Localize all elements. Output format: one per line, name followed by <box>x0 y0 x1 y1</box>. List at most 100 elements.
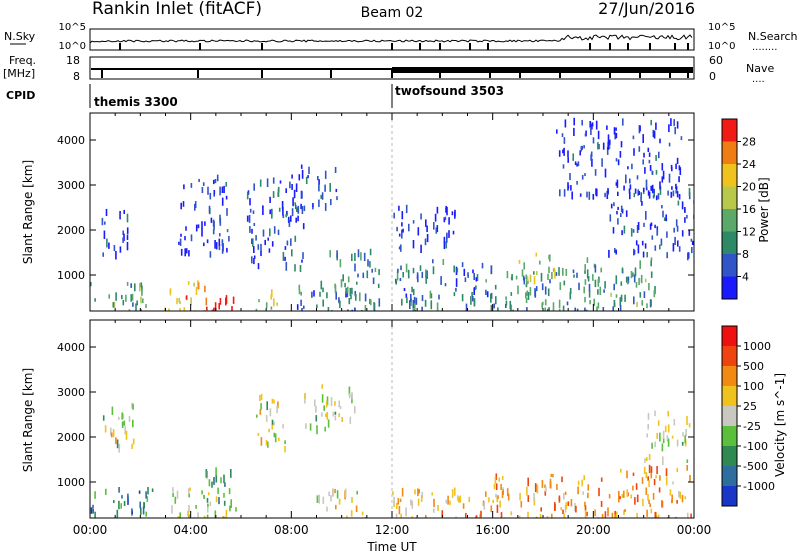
scatter-cell <box>296 207 298 212</box>
scatter-cell <box>401 487 404 497</box>
colorbar-tick-label: -100 <box>743 440 768 453</box>
scatter-cell <box>320 280 323 290</box>
scatter-cell <box>633 192 636 198</box>
scatter-cell <box>578 282 580 291</box>
scatter-cell <box>262 229 265 237</box>
scatter-cell <box>659 186 662 195</box>
scatter-cell <box>615 127 617 131</box>
scatter-cell <box>266 178 269 187</box>
scatter-cell <box>349 416 352 425</box>
velocity-ylabel: Slant Range [km] <box>21 368 35 472</box>
scatter-cell <box>304 393 306 399</box>
scatter-cell <box>572 153 574 161</box>
scatter-cell <box>671 167 673 172</box>
date-label: 27/Jun/2016 <box>598 0 695 18</box>
scatter-cell <box>555 272 558 276</box>
scatter-cell <box>589 300 591 305</box>
scatter-cell <box>569 291 572 300</box>
scatter-cell <box>476 274 479 281</box>
scatter-cell <box>654 245 657 251</box>
scatter-cell <box>526 276 529 282</box>
scatter-cell <box>179 512 181 518</box>
scatter-cell <box>431 492 433 496</box>
scatter-cell <box>400 513 402 518</box>
colorbar-tick-label: 1000 <box>743 340 771 353</box>
scatter-cell <box>202 182 205 186</box>
scatter-cell <box>480 510 482 518</box>
scatter-cell <box>421 491 424 499</box>
scatter-cell <box>357 273 359 278</box>
scatter-cell <box>189 487 191 491</box>
scatter-cell <box>424 238 427 246</box>
scatter-cell <box>554 502 556 511</box>
scatter-cell <box>140 296 142 304</box>
colorbar-frame <box>721 325 738 507</box>
scatter-cell <box>101 217 104 226</box>
scatter-cell <box>633 148 635 156</box>
scatter-cell <box>682 432 684 437</box>
scatter-cell <box>654 224 656 229</box>
scatter-cell <box>675 516 677 518</box>
nsky-trace <box>89 34 693 50</box>
scatter-cell <box>627 166 629 170</box>
scatter-cell <box>666 435 669 441</box>
scatter-cell <box>594 264 597 273</box>
scatter-cell <box>562 509 564 515</box>
scatter-cell <box>298 284 301 291</box>
scatter-cell <box>282 214 285 218</box>
scatter-cell <box>642 159 644 165</box>
scatter-cell <box>653 290 656 298</box>
scatter-cell <box>172 492 174 497</box>
scatter-cell <box>213 193 215 197</box>
scatter-cell <box>612 227 615 234</box>
scatter-cell <box>483 501 486 510</box>
scatter-cell <box>493 483 496 490</box>
scatter-cell <box>402 272 404 278</box>
scatter-cell <box>140 282 143 288</box>
scatter-cell <box>361 511 364 516</box>
scatter-cell <box>623 225 626 234</box>
scatter-cell <box>577 480 580 486</box>
scatter-cell <box>562 267 564 276</box>
scatter-cell <box>265 440 268 446</box>
scatter-cell <box>405 263 408 273</box>
scatter-cell <box>672 481 674 485</box>
scatter-cell <box>662 438 665 444</box>
scatter-cell <box>444 283 447 287</box>
scatter-cell <box>647 412 650 420</box>
scatter-cell <box>649 165 652 171</box>
scatter-cell <box>210 217 213 223</box>
scatter-cell <box>296 304 299 310</box>
scatter-cell <box>456 268 459 273</box>
scatter-cell <box>327 307 330 311</box>
scatter-cell <box>346 515 348 518</box>
scatter-cell <box>179 238 182 246</box>
scatter-cell <box>615 182 618 186</box>
scatter-cell <box>257 432 260 436</box>
scatter-cell <box>378 269 380 276</box>
colorbar-tick-label: 28 <box>742 136 756 149</box>
scatter-cell <box>462 503 465 509</box>
scatter-cell <box>206 498 209 503</box>
nsky-right-tick-bottom: 10^0 <box>708 41 735 52</box>
scatter-cell <box>230 469 232 478</box>
scatter-cell <box>421 295 424 302</box>
colorbar-tick-label: 100 <box>743 380 764 393</box>
scatter-cell <box>608 494 611 499</box>
scatter-cell <box>667 424 670 433</box>
scatter-cell <box>420 244 422 253</box>
scatter-cell <box>193 282 195 287</box>
scatter-cell <box>576 272 578 278</box>
nsky-panel: N.Sky 10^5 10^0 10^5 10^0 N.Search .....… <box>4 22 798 53</box>
scatter-cell <box>616 179 619 188</box>
scatter-cell <box>486 291 489 298</box>
scatter-cell <box>613 283 615 291</box>
scatter-cell <box>168 308 170 311</box>
scatter-cell <box>312 203 314 208</box>
scatter-cell <box>120 503 122 509</box>
scatter-cell <box>589 121 591 128</box>
velocity-x-axis: 00:00 04:00 08:00 12:00 16:00 20:00 00:00 <box>73 320 711 537</box>
scatter-cell <box>444 216 447 221</box>
colorbar-swatch <box>722 164 737 187</box>
scatter-cell <box>678 491 680 498</box>
